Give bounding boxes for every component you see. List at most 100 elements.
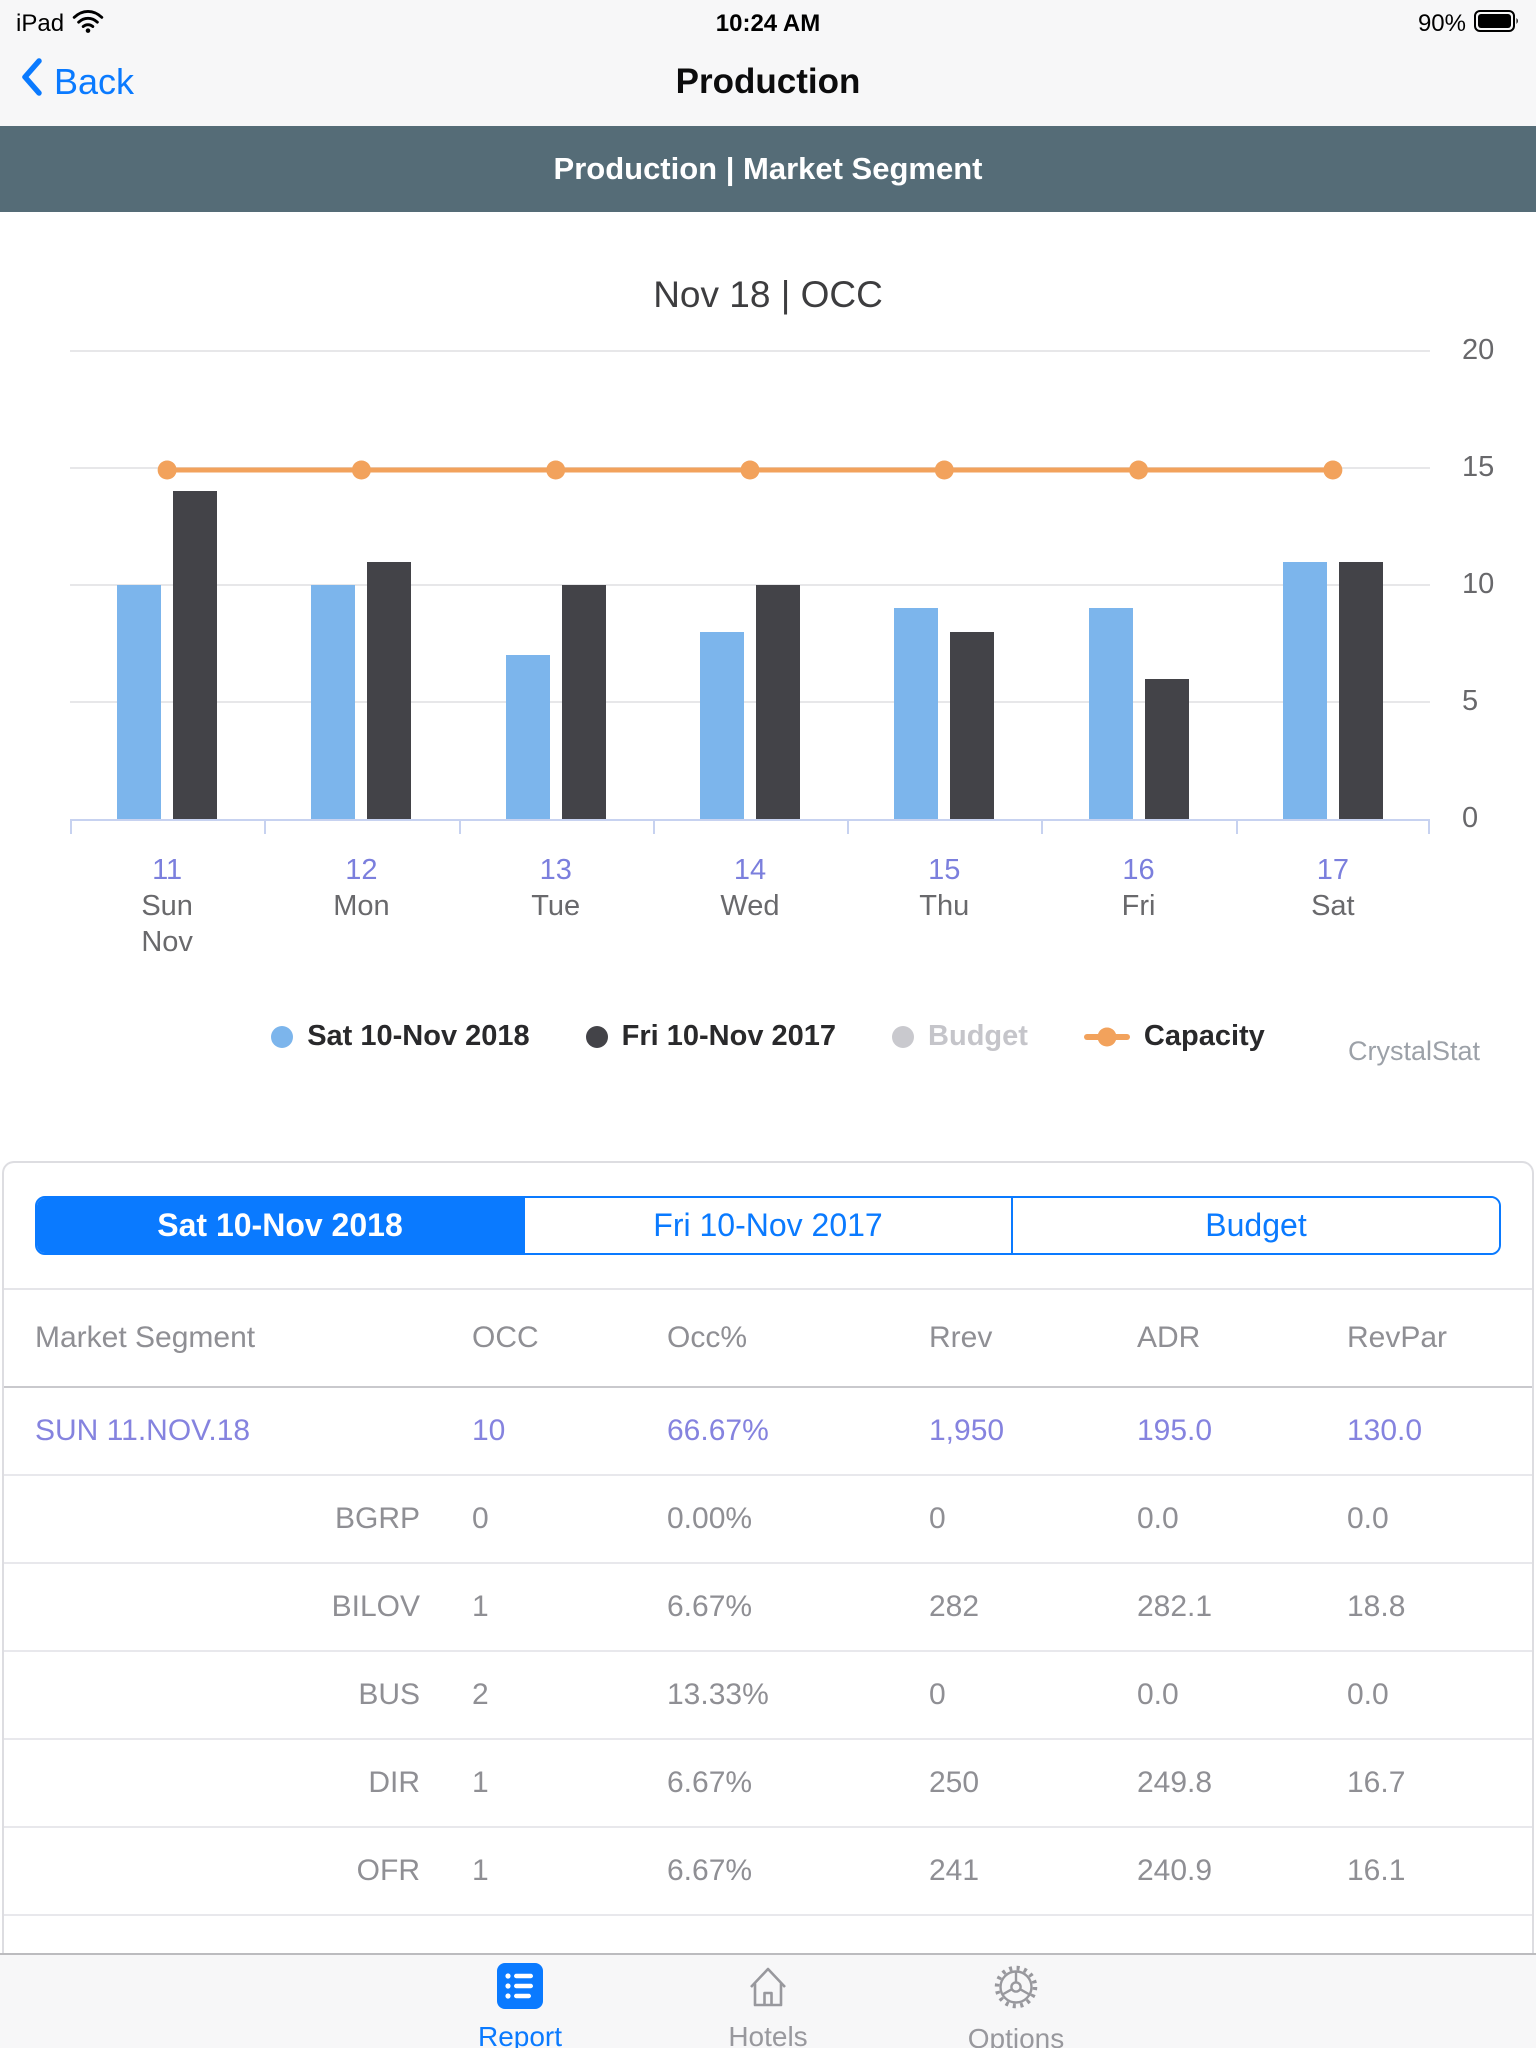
cell-rrev: 241 <box>929 1854 980 1887</box>
page-title: Production <box>675 62 861 101</box>
x-axis-category: 15 Thu <box>847 852 1041 960</box>
cell-occ_pct: 66.67% <box>667 1414 769 1447</box>
y-axis-label: 0 <box>1462 802 1479 834</box>
x-axis-category: 16 Fri <box>1041 852 1235 960</box>
x-axis-day-number: 11 <box>152 854 183 886</box>
table-body: SUN 11.NOV.18 10 66.67% 1,950 195.0 130.0 BGRP… <box>4 1388 1532 1916</box>
segment-name: BGRP <box>334 1502 420 1535</box>
cell-occ: 1 <box>472 1854 489 1887</box>
x-axis-tick <box>847 819 850 834</box>
battery-icon <box>1474 9 1520 40</box>
back-button[interactable]: Back <box>18 56 134 107</box>
cell-revpar: 0.0 <box>1347 1502 1389 1535</box>
table-row-bilov[interactable]: BILOV 1 6.67% 282 282.1 18.8 <box>4 1564 1532 1652</box>
bar-group-16 <box>1041 353 1235 819</box>
column-header-occ: OCC <box>472 1321 539 1354</box>
report-banner: Production | Market Segment <box>0 126 1536 212</box>
legend-item-sat-10-nov-2018[interactable]: Sat 10-Nov 2018 <box>271 1020 530 1053</box>
x-axis-tick <box>1235 819 1238 834</box>
cell-rrev: 0 <box>929 1502 946 1535</box>
y-axis-label: 20 <box>1462 334 1495 366</box>
x-axis-day-number: 16 <box>1122 854 1155 886</box>
tab-label: Hotels <box>728 2021 808 2048</box>
hotels-house-icon <box>743 1963 793 2016</box>
segment-name: SUN 11.NOV.18 <box>35 1414 251 1447</box>
report-banner-title: Production | Market Segment <box>553 151 983 186</box>
cell-adr: 249.8 <box>1137 1766 1213 1799</box>
bar-group-17 <box>1236 353 1430 819</box>
x-axis-day-name: Thu <box>919 890 970 922</box>
detail-card: Sat 10-Nov 2018 Fri 10-Nov 2017 Budget Mar… <box>2 1161 1534 1953</box>
x-axis-category: 12 Mon <box>264 852 458 960</box>
table-row-bgrp[interactable]: BGRP 0 0.00% 0 0.0 0.0 <box>4 1476 1532 1564</box>
bar-fri-10-nov-2017[interactable] <box>367 561 412 819</box>
segment-sat-10-nov-2018[interactable]: Sat 10-Nov 2018 <box>37 1198 523 1253</box>
cell-occ: 2 <box>472 1678 489 1711</box>
legend-dot-marker <box>585 1025 608 1048</box>
legend-item-capacity[interactable]: Capacity <box>1083 1020 1265 1053</box>
x-axis-day-name: Tue <box>531 890 581 922</box>
segment-name: OFR <box>356 1854 420 1887</box>
cell-revpar: 16.1 <box>1347 1854 1406 1887</box>
table-row-ofr[interactable]: OFR 1 6.67% 241 240.9 16.1 <box>4 1828 1532 1916</box>
y-axis-label: 10 <box>1462 568 1495 600</box>
tab-item-hotels[interactable]: Hotels <box>703 1963 833 2048</box>
bar-sat-10-nov-2018[interactable] <box>1088 608 1133 819</box>
bar-group-11 <box>70 353 264 819</box>
cell-adr: 0.0 <box>1137 1678 1179 1711</box>
bar-sat-10-nov-2018[interactable] <box>699 631 744 819</box>
x-axis-tick <box>458 819 461 834</box>
bar-sat-10-nov-2018[interactable] <box>311 585 356 819</box>
wifi-icon <box>72 9 104 40</box>
bar-sat-10-nov-2018[interactable] <box>505 655 550 819</box>
bar-fri-10-nov-2017[interactable] <box>755 585 800 819</box>
bar-group-12 <box>264 353 458 819</box>
segment-budget[interactable]: Budget <box>1011 1198 1499 1253</box>
cell-adr: 282.1 <box>1137 1590 1213 1623</box>
table-row-sun-11-nov-18[interactable]: SUN 11.NOV.18 10 66.67% 1,950 195.0 130.0 <box>4 1388 1532 1476</box>
series-segmented-control: Sat 10-Nov 2018 Fri 10-Nov 2017 Budget <box>35 1196 1501 1255</box>
cell-rrev: 250 <box>929 1766 980 1799</box>
cell-rrev: 0 <box>929 1678 946 1711</box>
cell-occ_pct: 0.00% <box>667 1502 753 1535</box>
bar-fri-10-nov-2017[interactable] <box>561 585 606 819</box>
bar-fri-10-nov-2017[interactable] <box>1144 678 1189 819</box>
cell-occ: 1 <box>472 1590 489 1623</box>
segment-fri-10-nov-2017[interactable]: Fri 10-Nov 2017 <box>523 1198 1011 1253</box>
legend-item-fri-10-nov-2017[interactable]: Fri 10-Nov 2017 <box>585 1020 836 1053</box>
legend-item-budget[interactable]: Budget <box>892 1020 1028 1053</box>
legend-label: Capacity <box>1143 1020 1265 1052</box>
y-axis-label: 15 <box>1462 451 1495 483</box>
tab-item-options[interactable]: Options <box>951 1963 1081 2048</box>
segment-name: BILOV <box>331 1590 420 1623</box>
cell-occ_pct: 13.33% <box>667 1678 769 1711</box>
cell-adr: 0.0 <box>1137 1502 1179 1535</box>
segment-name: BUS <box>358 1678 420 1711</box>
x-axis-day-name: Sun <box>141 890 193 922</box>
cell-occ: 0 <box>472 1502 489 1535</box>
x-axis-category: 14 Wed <box>653 852 847 960</box>
x-axis-day-name: Mon <box>333 890 390 922</box>
bar-fri-10-nov-2017[interactable] <box>1338 561 1383 819</box>
bar-group-14 <box>653 353 847 819</box>
tab-item-report[interactable]: Report <box>455 1963 585 2048</box>
bar-sat-10-nov-2018[interactable] <box>117 585 162 819</box>
bar-sat-10-nov-2018[interactable] <box>1282 561 1327 819</box>
x-axis-day-name: Wed <box>720 890 780 922</box>
x-axis-day-number: 14 <box>733 854 767 886</box>
cell-revpar: 0.0 <box>1347 1678 1389 1711</box>
table-header: Market Segment OCC Occ% Rrev ADR RevPar <box>4 1288 1532 1388</box>
x-axis-tick <box>652 819 655 834</box>
bar-sat-10-nov-2018[interactable] <box>894 608 939 819</box>
legend-line-marker <box>1083 1027 1130 1046</box>
table-row-bus[interactable]: BUS 2 13.33% 0 0.0 0.0 <box>4 1652 1532 1740</box>
bar-fri-10-nov-2017[interactable] <box>173 491 218 819</box>
status-right: 90% <box>1418 9 1520 40</box>
x-axis-tick <box>1041 819 1044 834</box>
table-row-dir[interactable]: DIR 1 6.67% 250 249.8 16.7 <box>4 1740 1532 1828</box>
cell-revpar: 130.0 <box>1347 1414 1423 1447</box>
back-label: Back <box>54 60 135 102</box>
bar-fri-10-nov-2017[interactable] <box>950 631 995 819</box>
column-header-occ-: Occ% <box>667 1321 748 1354</box>
clock: 10:24 AM <box>715 10 821 37</box>
